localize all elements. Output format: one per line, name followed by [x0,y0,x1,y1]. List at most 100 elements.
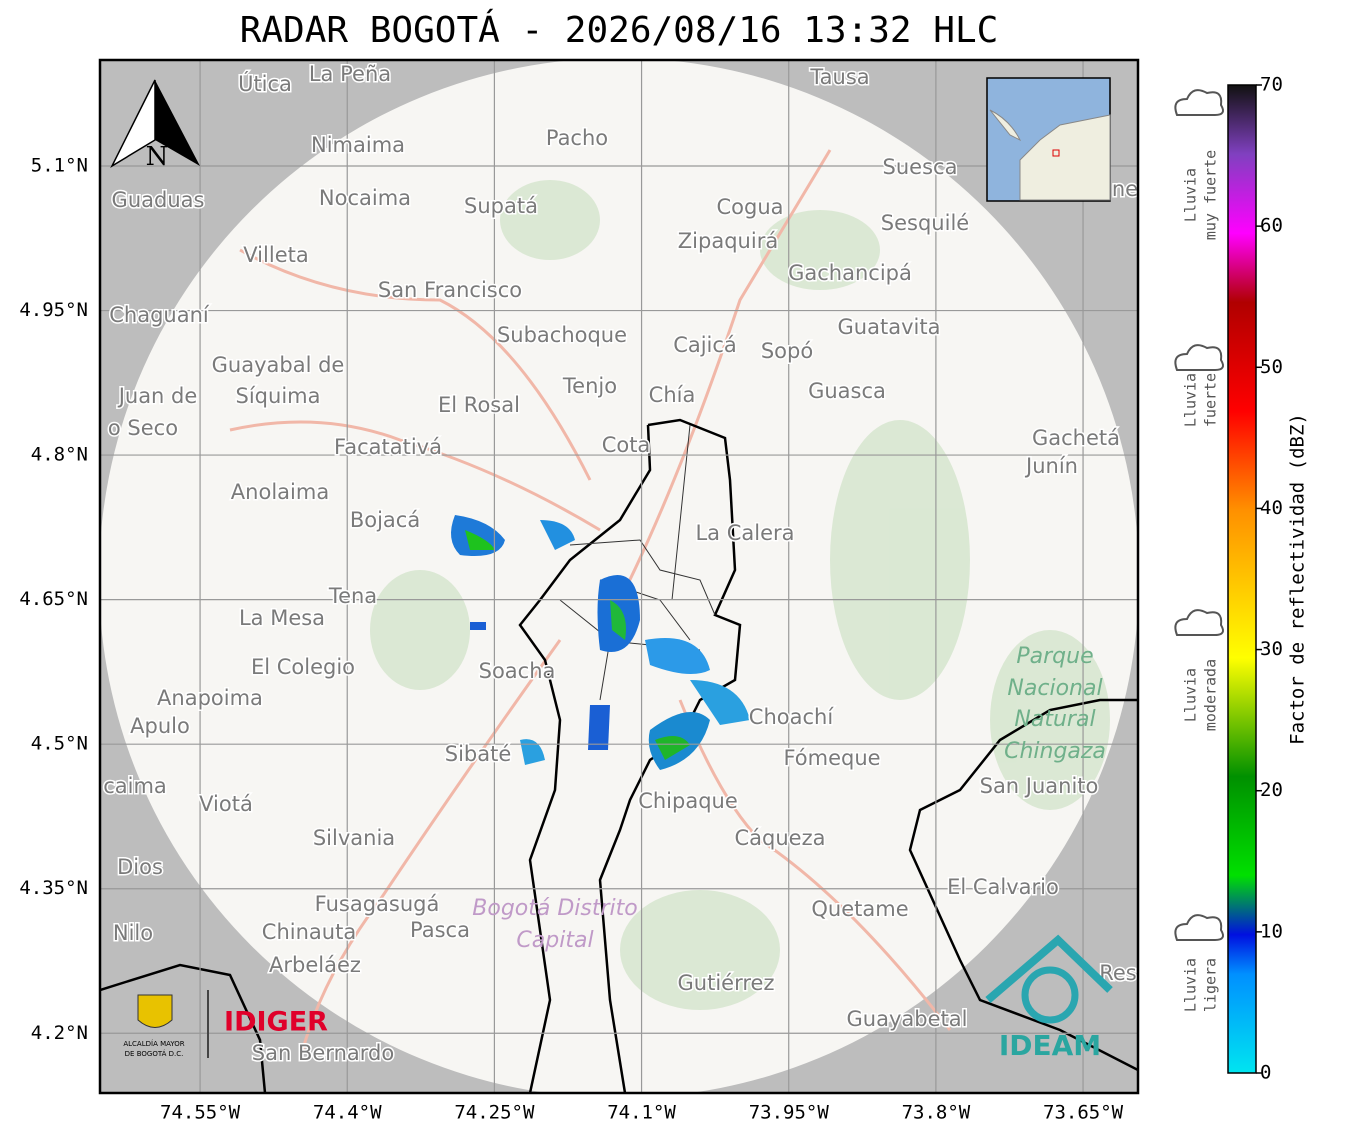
place-label: El Colegio [251,655,355,679]
rain-level-label: fuerte [1202,373,1220,427]
district-label: Bogotá Distrito Capital [472,896,637,953]
place-label: San Francisco [378,278,522,302]
park-line: Natural [1014,707,1095,732]
north-label: N [146,142,169,172]
ideam-logo: IDEAM [999,1029,1101,1062]
lon-tick-label: 73.65°W [1043,1102,1124,1124]
place-label: Viotá [199,792,253,816]
place-label: Bojacá [350,508,420,532]
rain-level-label: ligera [1202,958,1220,1012]
lat-tick-label: 4.35°N [19,877,88,899]
colorbar [1227,84,1257,1074]
place-label: Guaduas [112,188,205,212]
district-line: Capital [516,928,593,953]
place-label: Sopó [761,339,813,363]
place-label: Chía [649,383,696,407]
place-label: Chipaque [638,789,738,813]
colorbar-tick-label: 0 [1260,1062,1271,1084]
lat-tick-label: 4.8°N [31,444,88,466]
place-label: Guayabetal [847,1007,968,1031]
north-arrow: N [110,79,200,172]
place-label: Sesquilé [881,211,969,235]
roads [229,149,952,1061]
place-label: Nimaima [311,133,405,157]
title: RADAR BOGOTÁ - 2026/08/16 13:32 HLC [240,9,999,51]
place-label: Guatavita [838,315,941,339]
place-label: El Calvario [947,875,1059,899]
places: La Peña Útica Tausa Pacho Nimaima Suesca Guadu… [102,61,1138,1067]
place-label: Facatativá [334,435,442,459]
place-label: Tausa [809,65,869,89]
place-label: Sibaté [445,742,512,766]
place-label: Silvania [313,826,395,850]
place-label: Cáqueza [735,826,826,850]
place-label: Anolaima [231,480,329,504]
place-label: Fómeque [783,746,880,770]
place-label: Cota [602,433,651,457]
place-label: Útica [238,71,292,96]
place-label: Tenjo [562,374,617,398]
cloud-icon [1174,609,1224,636]
park-line: Nacional [1007,676,1102,701]
place-label: Chaguaní [109,303,210,327]
place-label: Soacha [479,659,556,683]
cloud-icon [1174,344,1224,371]
place-label: Nocaima [319,186,411,210]
lon-tick-label: 73.8°W [902,1102,971,1124]
place-label: La Mesa [239,606,325,630]
grid [100,60,1138,1093]
rain-level-label: Lluvia [1182,168,1200,222]
cloud-icon [1174,914,1224,941]
radar-echoes [451,515,750,770]
lat-tick-label: 4.95°N [19,299,88,321]
rain-level-label: Lluvia [1182,668,1200,722]
park-line: Chingaza [1004,739,1106,764]
place-label: ne [1112,177,1138,201]
place-label: Pasca [410,918,470,942]
map: La Peña Útica Tausa Pacho Nimaima Suesca Guadu… [100,60,1138,1093]
place-label: San Juanito [980,774,1099,798]
cloud-icon [1174,89,1224,116]
place-label: Supatá [464,194,538,218]
place-label: Suesca [883,155,958,179]
alcaldia-text: DE BOGOTÁ D.C. [125,1049,184,1058]
colorbar-ticks: 0 10 20 30 40 50 60 70 [1256,74,1283,1084]
rain-level-label: Lluvia [1182,958,1200,1012]
colorbar-tick-label: 50 [1260,356,1283,378]
place-label: Síquima [236,384,321,408]
logos: ALCALDÍA MAYOR DE BOGOTÁ D.C. IDIGER IDE… [123,934,1113,1062]
place-label: Zipaquirá [678,229,778,253]
colorbar-tick-label: 30 [1260,638,1283,660]
colorbar-tick-label: 60 [1260,215,1283,237]
colorbar-tick-label: 70 [1260,74,1283,96]
rain-level-label: moderada [1202,659,1220,731]
place-label: Villeta [243,243,308,267]
colorbar-tick-label: 20 [1260,779,1283,801]
place-label: Cogua [716,195,783,219]
place-label: Pacho [546,126,608,150]
place-label: Juan de [117,384,198,408]
place-label: El Rosal [438,393,520,417]
colorbar-label: Factor de reflectividad (dBZ) [1287,413,1309,745]
place-label: o Seco [108,416,178,440]
place-label: Dios [117,855,163,879]
lat-tick-label: 4.65°N [19,588,88,610]
place-label: Gachetá [1032,426,1120,450]
place-label: Gutiérrez [678,971,775,995]
place-label: Chinauta [262,920,356,944]
vegetation [370,180,1110,1010]
place-label: Fusagasugá [315,892,440,916]
place-label: caima [103,774,167,798]
place-label: San Bernardo [252,1041,394,1065]
lat-tick-label: 4.5°N [31,733,88,755]
colorbar-tick-label: 40 [1260,497,1283,519]
rain-level-label: muy fuerte [1202,150,1220,240]
lat-tick-label: 5.1°N [31,154,88,176]
place-label: La Calera [695,521,794,545]
district-line: Bogotá Distrito [472,896,637,921]
place-label: Subachoque [497,323,627,347]
alcaldia-text: ALCALDÍA MAYOR [123,1039,184,1048]
lat-tick-label: 4.2°N [31,1022,88,1044]
lon-tick-label: 74.55°W [160,1102,241,1124]
